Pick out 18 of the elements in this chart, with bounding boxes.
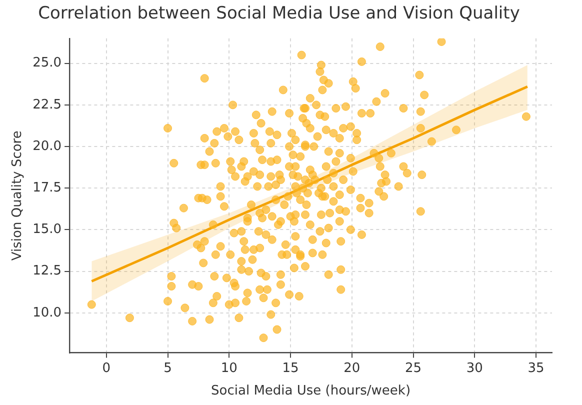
y-tick-label: 17.5 xyxy=(32,180,62,196)
x-tick-label: 30 xyxy=(466,360,483,376)
x-tick-label: 15 xyxy=(282,360,299,376)
x-tick-label: 20 xyxy=(344,360,360,376)
x-tick-label: 25 xyxy=(405,360,422,376)
x-tick-label: 5 xyxy=(164,360,172,376)
y-tick-label: 12.5 xyxy=(32,264,62,279)
x-tick-label: 10 xyxy=(220,360,238,376)
y-tick-label: 20.0 xyxy=(32,138,62,154)
y-tick-label: 10.0 xyxy=(32,305,62,320)
x-tick-label: 0 xyxy=(102,360,111,376)
y-tick-label: 25.0 xyxy=(32,56,62,71)
y-tick-label: 22.5 xyxy=(32,97,62,112)
chart-title: Correlation between Social Media Use and Vision Quality xyxy=(38,4,520,24)
y-tick-label: 15.0 xyxy=(32,222,62,238)
y-axis-title: Vision Quality Score xyxy=(10,130,26,261)
x-axis-title: Social Media Use (hours/week) xyxy=(211,384,411,399)
x-tick-label: 35 xyxy=(528,360,544,376)
